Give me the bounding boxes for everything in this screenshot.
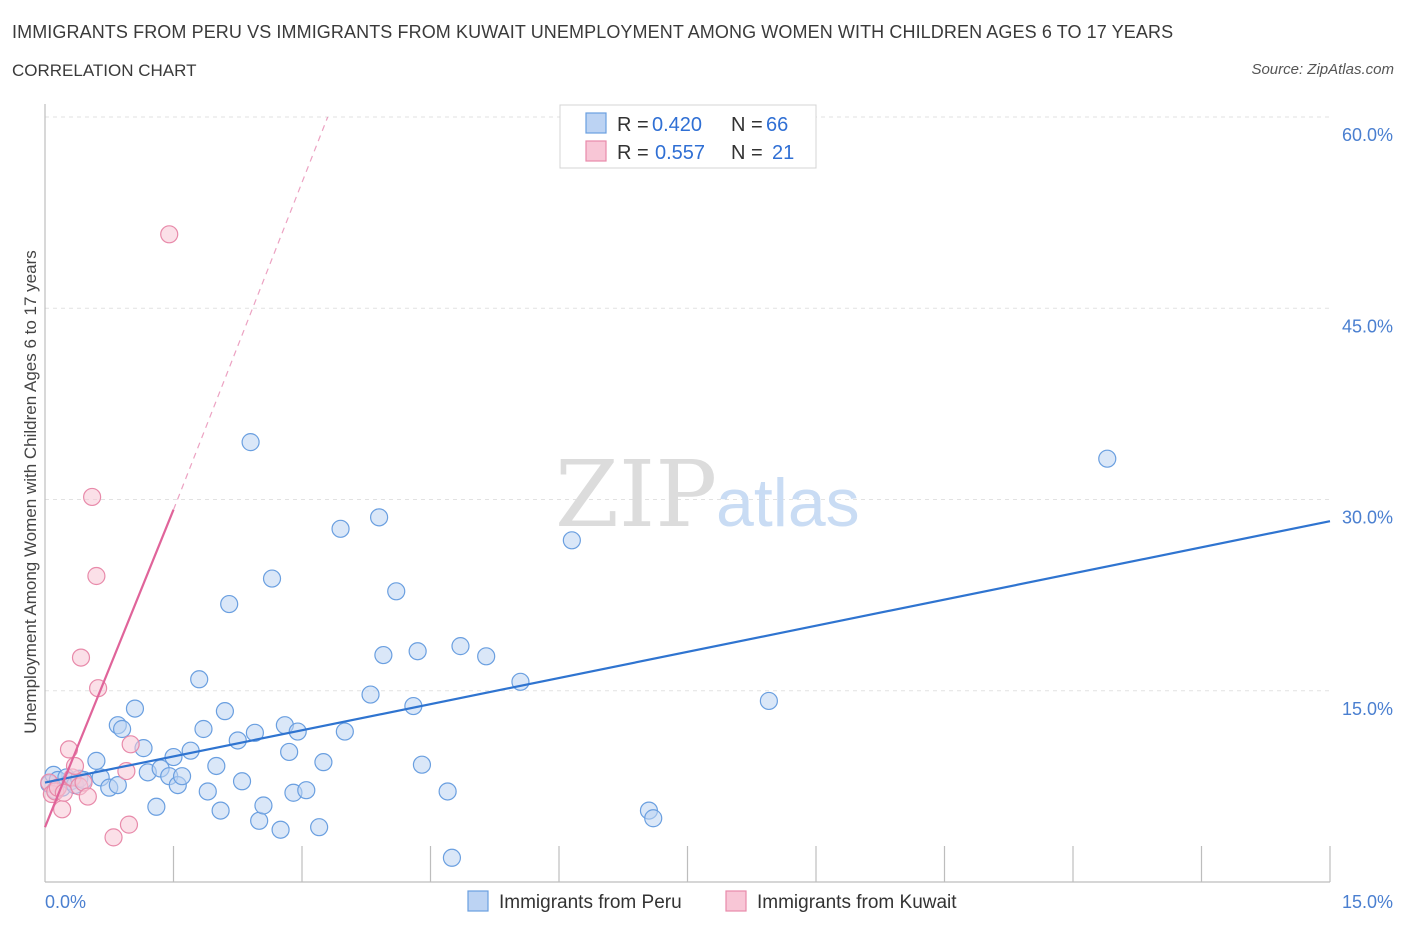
point-peru-36 (245, 723, 264, 742)
point-peru-15 (112, 719, 132, 739)
chart-subtitle: CORRELATION CHART (12, 61, 197, 80)
point-peru-31 (215, 702, 234, 721)
point-kuwait-13 (83, 487, 102, 507)
x-ticks (172, 846, 1331, 882)
point-peru-10 (87, 751, 106, 770)
point-kuwait-20 (160, 225, 179, 244)
point-peru-46 (310, 818, 329, 837)
point-peru-34 (232, 772, 252, 791)
chart-title: IMMIGRANTS FROM PERU VS IMMIGRANTS FROM … (12, 22, 1174, 42)
point-peru-39 (262, 569, 282, 588)
point-kuwait-4 (53, 800, 72, 819)
point-peru-42 (280, 742, 299, 762)
x-tick-label-max: 15.0% (1342, 892, 1393, 912)
point-peru-52 (374, 645, 393, 665)
point-kuwait-14 (87, 566, 106, 586)
point-peru-13 (108, 775, 127, 795)
point-peru-37 (250, 811, 269, 830)
point-peru-62 (562, 531, 581, 550)
point-peru-66 (1098, 449, 1117, 468)
correlation-legend: R = 0.420 N = 66 R = 0.557 N = 21 (559, 104, 817, 169)
x-tick-label-min: 0.0% (45, 892, 86, 912)
point-peru-59 (451, 637, 470, 656)
point-peru-56 (412, 755, 432, 774)
y-tick-label-3: 60.0% (1342, 125, 1393, 145)
point-peru-30 (211, 801, 230, 820)
legend-n-value-kuwait: 21 (772, 142, 794, 164)
watermark-zip: ZIP (555, 441, 717, 548)
legend-r-label-peru: R = (617, 114, 649, 136)
legend-n-value-peru: 66 (766, 114, 788, 136)
legend-r-label-kuwait: R = (617, 142, 649, 164)
point-peru-38 (254, 796, 273, 815)
trend-line-kuwait (43, 509, 175, 828)
legend-n-label-peru: N = (731, 114, 763, 136)
point-peru-49 (335, 722, 354, 741)
legend-r-value-kuwait: 0.557 (655, 142, 705, 164)
y-tick-label-1: 30.0% (1342, 508, 1393, 528)
point-peru-57 (438, 782, 457, 801)
series-legend-label-peru: Immigrants from Peru (499, 892, 682, 913)
point-kuwait-19 (121, 735, 140, 754)
point-kuwait-16 (104, 828, 123, 847)
point-peru-27 (194, 719, 213, 739)
point-peru-29 (207, 756, 226, 776)
y-tick-labels: 15.0% 30.0% 45.0% 60.0% (1342, 125, 1393, 719)
point-peru-60 (477, 647, 496, 666)
point-peru-24 (172, 767, 192, 786)
legend-n-label-kuwait: N = (731, 142, 763, 164)
y-tick-label-2: 45.0% (1342, 316, 1393, 336)
point-peru-26 (190, 670, 209, 689)
trend-line-kuwait-extension (172, 116, 329, 510)
point-peru-48 (331, 519, 350, 538)
series-legend-swatch-kuwait (725, 890, 747, 912)
legend-swatch-kuwait (585, 140, 607, 162)
point-peru-35 (241, 433, 260, 452)
point-kuwait-10 (71, 648, 91, 667)
point-peru-65 (759, 691, 778, 711)
legend-r-value-peru: 0.420 (652, 114, 702, 136)
point-peru-33 (228, 731, 247, 750)
point-kuwait-18 (119, 815, 139, 834)
point-peru-40 (271, 820, 290, 839)
legend-swatch-peru (585, 112, 607, 134)
point-peru-51 (370, 508, 389, 527)
data-points (40, 225, 1117, 867)
point-peru-47 (314, 753, 333, 772)
trend-line-peru (44, 520, 1331, 784)
series-legend-label-kuwait: Immigrants from Kuwait (757, 892, 957, 913)
point-peru-16 (125, 699, 145, 718)
point-peru-50 (361, 685, 380, 704)
point-peru-53 (387, 582, 406, 601)
trend-lines (43, 116, 1331, 828)
point-peru-19 (147, 797, 166, 816)
watermark-atlas: atlas (716, 465, 860, 541)
point-peru-28 (198, 782, 217, 801)
chart-source: Source: ZipAtlas.com (1251, 61, 1394, 78)
point-peru-58 (442, 848, 462, 867)
point-peru-45 (297, 781, 316, 800)
series-legend: Immigrants from Peru Immigrants from Kuw… (467, 890, 957, 913)
point-kuwait-12 (78, 787, 97, 806)
point-peru-32 (220, 594, 239, 614)
series-legend-swatch-peru (467, 890, 489, 912)
y-tick-label-0: 15.0% (1342, 699, 1393, 719)
y-axis-label: Unemployment Among Women with Children A… (21, 250, 40, 734)
point-peru-55 (408, 642, 427, 661)
point-peru-64 (644, 809, 663, 828)
